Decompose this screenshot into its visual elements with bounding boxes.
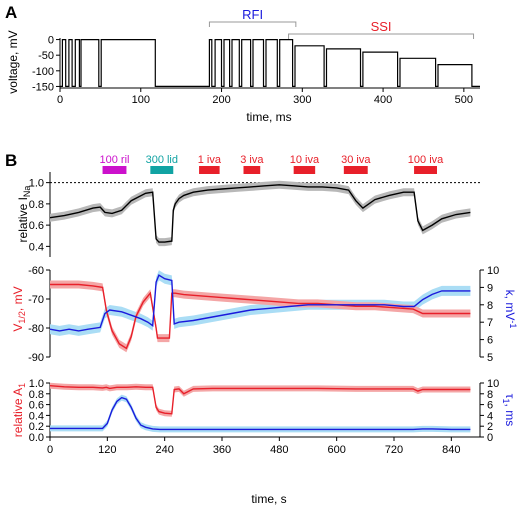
ina-trace [49, 184, 471, 243]
panel-b2-left-tick-label: -80 [28, 323, 44, 335]
panel-b3-a1-and-tau: relative A1 τ1, ms time, s 0.00.20.40.60… [11, 378, 517, 506]
panel-b3-left-tick-label: 1.0 [29, 378, 44, 390]
panel-b1-y-tick-label: 0.8 [29, 199, 44, 211]
panel-b3-x-tick-label: 720 [385, 444, 403, 456]
panel-b3-left-tick-label: 0.8 [29, 389, 44, 401]
panel-b2-right-tick-label: 8 [487, 300, 493, 312]
panel-b3-x-tick-label: 840 [442, 444, 460, 456]
panel-a-y-tick-label: -100 [32, 66, 54, 78]
panel-b2-right-tick-label: 5 [487, 352, 493, 364]
drug-bar [343, 166, 368, 174]
panel-b3-left-tick-label: 0.4 [29, 410, 44, 422]
panel-b2-v-half-and-k: V1/2, mV k, mV-1 -60 -70 -80 -90 10 9 8 7 6 5 [11, 265, 518, 364]
drug-bar [102, 166, 127, 174]
panel-b2-right-tick-label: 6 [487, 335, 493, 347]
drug-bar-label: 30 iva [341, 154, 371, 166]
panel-b1-y-tick-label: 0.6 [29, 220, 44, 232]
drug-bar [414, 166, 437, 174]
panel-b3-right-tick-label: 8 [487, 389, 493, 401]
panel-b3-left-tick-label: 0.6 [29, 400, 44, 412]
panel-b2-left-tick-label: -90 [28, 352, 44, 364]
panel-b2-right-tick-label: 9 [487, 282, 493, 294]
panel-b1-y-tick-label: 0.4 [29, 241, 44, 253]
panel-a-y-tick-label: 0 [48, 35, 54, 47]
panel-b3-right-tick-label: 10 [487, 378, 499, 390]
tau-trace [50, 396, 471, 431]
k-trace [49, 274, 471, 332]
drug-bar [150, 166, 174, 174]
panel-b2-right-tick-label: 7 [487, 317, 493, 329]
panel-b3-x-tick-label: 120 [98, 444, 116, 456]
panel-b3-x-tick-label: 360 [213, 444, 231, 456]
panel-b2-left-tick-label: -70 [28, 294, 44, 306]
drug-application-bars: 100 ril 300 lid 1 iva 3 iva 10 iva 30 iva 100 … [100, 154, 444, 174]
panel-b3-x-axis-label: time, s [251, 492, 286, 506]
panel-a-x-tick-label: 200 [212, 94, 230, 106]
panel-b3-right-tick-label: 0 [487, 432, 493, 444]
voltage-protocol-trace [60, 39, 480, 87]
panel-a-x-tick-label: 100 [132, 94, 150, 106]
panel-label-b: B [5, 151, 17, 170]
panel-b3-left-axis-label: relative A1 [11, 383, 27, 437]
panel-b3-right-tick-label: 4 [487, 410, 493, 422]
panel-b2-left-tick-label: -60 [28, 265, 44, 277]
panel-b3-left-tick-label: 0.2 [29, 421, 44, 433]
panel-a-y-axis-label: voltage, mV [6, 30, 20, 93]
panel-b3-x-tick-label: 600 [327, 444, 345, 456]
panel-b3-right-tick-label: 6 [487, 400, 493, 412]
drug-bar [243, 166, 261, 174]
bracket-label-rfi: RFI [242, 7, 263, 22]
drug-bar-label: 3 iva [240, 154, 264, 166]
drug-bar [199, 166, 220, 174]
panel-b2-right-axis-label: k, mV-1 [503, 290, 518, 329]
drug-bar [293, 166, 316, 174]
drug-bar-label: 300 lid [146, 154, 178, 166]
panel-b2-left-axis-label: V1/2, mV [11, 286, 27, 331]
panel-a-x-tick-label: 400 [374, 94, 392, 106]
panel-b3-x-tick-label: 480 [270, 444, 288, 456]
panel-b3-right-tick-label: 2 [487, 421, 493, 433]
drug-bar-label: 1 iva [198, 154, 222, 166]
v-half-trace [50, 283, 471, 350]
panel-a-x-tick-label: 500 [455, 94, 473, 106]
bracket-label-ssi: SSI [371, 19, 392, 34]
panel-a-x-tick-label: 300 [293, 94, 311, 106]
panel-a-x-tick-label: 0 [57, 94, 63, 106]
a1-sem-band [50, 382, 471, 417]
drug-bar-label: 100 iva [408, 154, 444, 166]
panel-a-y-tick-label: -50 [38, 50, 54, 62]
panel-b1-y-axis-label: relative INa [16, 186, 32, 243]
panel-b1-y-tick-label: 1.0 [29, 178, 44, 190]
panel-b2-right-tick-label: 10 [487, 265, 499, 277]
panel-label-a: A [5, 3, 17, 22]
panel-b3-right-axis-label: τ1, ms [501, 394, 517, 426]
drug-bar-label: 100 ril [100, 154, 130, 166]
panel-b1-relative-ina: 100 ril 300 lid 1 iva 3 iva 10 iva 30 iva 100 … [16, 154, 480, 257]
bracket-rfi [208, 21, 297, 27]
panel-a-y-tick-label: -150 [32, 81, 54, 93]
drug-bar-label: 10 iva [290, 154, 320, 166]
bracket-ssi [288, 33, 475, 39]
panel-a-x-axis-label: time, ms [246, 110, 291, 124]
a1-trace [49, 385, 471, 415]
panel-b3-x-tick-label: 240 [155, 444, 173, 456]
panel-a-voltage-protocol: RFI SSI voltage, mV time, ms 0 -50 -100 -150… [6, 7, 480, 124]
protocol-brackets: RFI SSI [208, 7, 475, 39]
panel-b3-x-tick-label: 0 [47, 444, 53, 456]
tau-sem-band [50, 394, 471, 433]
v-half-sem-band [50, 280, 471, 353]
panel-b3-left-tick-label: 0.0 [29, 432, 44, 444]
